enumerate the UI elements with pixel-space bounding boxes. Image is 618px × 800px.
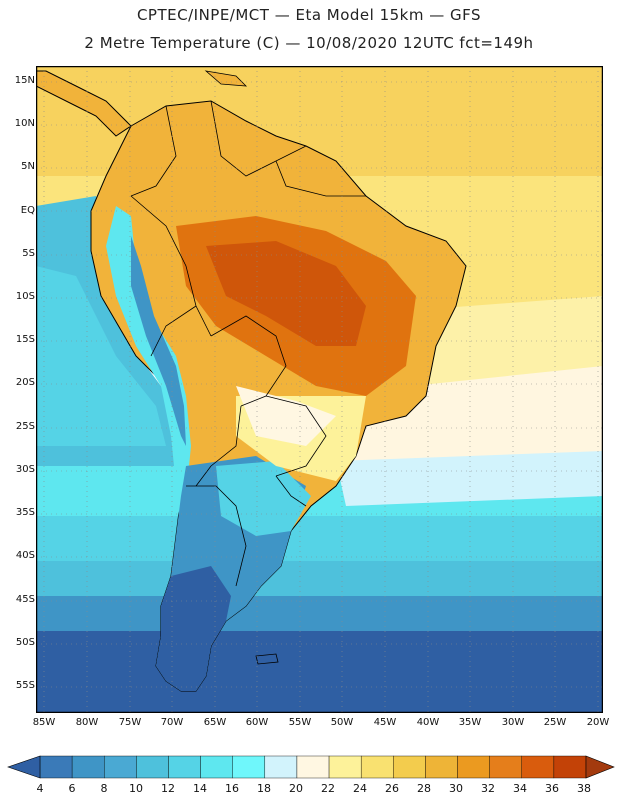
colorbar-label-32: 32 [481, 782, 495, 795]
band-south-5 [36, 631, 603, 713]
colorbar-label-14: 14 [193, 782, 207, 795]
colorbar-label-36: 36 [545, 782, 559, 795]
colorbar-cell [328, 755, 362, 779]
colorbar-label-6: 6 [68, 782, 76, 795]
colorbar-label-24: 24 [353, 782, 367, 795]
colorbar-cell [200, 755, 233, 779]
colorbar-label-10: 10 [129, 782, 143, 795]
map-frame [36, 66, 603, 713]
lon-label-65w: 65W [203, 717, 227, 728]
colorbar-cell [296, 755, 330, 779]
band-atlantic-pale [336, 451, 603, 506]
lon-label-40w: 40W [416, 717, 440, 728]
colorbar-label-20: 20 [289, 782, 303, 795]
lat-label-eq: EQ [20, 205, 35, 216]
colorbar-label-26: 26 [385, 782, 399, 795]
colorbar-cell [489, 755, 522, 779]
colorbar-cell [457, 755, 490, 779]
map-title-line-1: CPTEC/INPE/MCT — Eta Model 15km — GFS [136, 6, 482, 24]
lat-label-45s: 45S [15, 594, 35, 605]
colorbar-label-22: 22 [321, 782, 335, 795]
map-title-line-2: 2 Metre Temperature (C) — 10/08/2020 12U… [84, 34, 534, 52]
temperature-map [36, 66, 603, 713]
band-south-2 [36, 516, 603, 566]
lon-label-80w: 80W [75, 717, 99, 728]
lat-label-15n: 15N [14, 75, 35, 86]
pampas-cyan [216, 461, 311, 536]
colorbar-cell [360, 755, 394, 779]
band-pacific-cyan [36, 266, 166, 446]
colorbar-high-arrow [585, 755, 615, 779]
colorbar-cell [521, 755, 555, 779]
colorbar-label-28: 28 [417, 782, 431, 795]
lat-label-15s: 15S [15, 334, 35, 345]
colorbar-cell [168, 755, 201, 779]
hottest-core [206, 241, 366, 346]
colorbar-cell [232, 755, 266, 779]
falkland-islands [255, 653, 279, 665]
lat-label-35s: 35S [15, 507, 35, 518]
subtropical-white [236, 386, 336, 446]
colorbar-cell [393, 755, 426, 779]
lon-label-30w: 30W [501, 717, 525, 728]
band-south-4 [36, 596, 603, 636]
colorbar-cells [39, 755, 587, 779]
colorbar-cell [104, 755, 137, 779]
lat-label-40s: 40S [15, 550, 35, 561]
lon-label-45w: 45W [373, 717, 397, 728]
lat-label-20s: 20S [15, 377, 35, 388]
lon-label-35w: 35W [458, 717, 482, 728]
lat-label-10n: 10N [14, 118, 35, 129]
temperature-colorbar [7, 755, 615, 779]
lon-label-25w: 25W [543, 717, 567, 728]
colorbar-label-18: 18 [257, 782, 271, 795]
colorbar-cell [425, 755, 458, 779]
central-america [36, 70, 132, 137]
lon-label-20w: 20W [586, 717, 610, 728]
lat-label-10s: 10S [15, 291, 35, 302]
lat-label-55s: 55S [15, 680, 35, 691]
colorbar-label-8: 8 [100, 782, 108, 795]
colorbar-cell [39, 755, 73, 779]
andes-cool-strip [106, 206, 191, 536]
band-south-3 [36, 561, 603, 601]
colorbar-label-4: 4 [36, 782, 44, 795]
colorbar-cell [264, 755, 298, 779]
country-borders [130, 100, 366, 587]
lat-label-5s: 5S [22, 248, 35, 259]
lat-label-50s: 50S [15, 637, 35, 648]
colorbar-label-30: 30 [449, 782, 463, 795]
lat-label-25s: 25S [15, 421, 35, 432]
colorbar-cell [136, 755, 169, 779]
lat-label-30s: 30S [15, 464, 35, 475]
lon-label-60w: 60W [245, 717, 269, 728]
lon-label-70w: 70W [160, 717, 184, 728]
lat-label-5n: 5N [21, 161, 35, 172]
colorbar-label-16: 16 [225, 782, 239, 795]
lon-label-55w: 55W [288, 717, 312, 728]
colorbar-low-arrow [7, 755, 41, 779]
lon-label-75w: 75W [118, 717, 142, 728]
colorbar-cell [553, 755, 587, 779]
colorbar-label-12: 12 [161, 782, 175, 795]
patagonia-cold [156, 566, 231, 691]
lon-label-85w: 85W [32, 717, 56, 728]
colorbar-label-38: 38 [577, 782, 591, 795]
colorbar-label-34: 34 [513, 782, 527, 795]
lon-label-50w: 50W [330, 717, 354, 728]
colorbar-cell [71, 755, 105, 779]
